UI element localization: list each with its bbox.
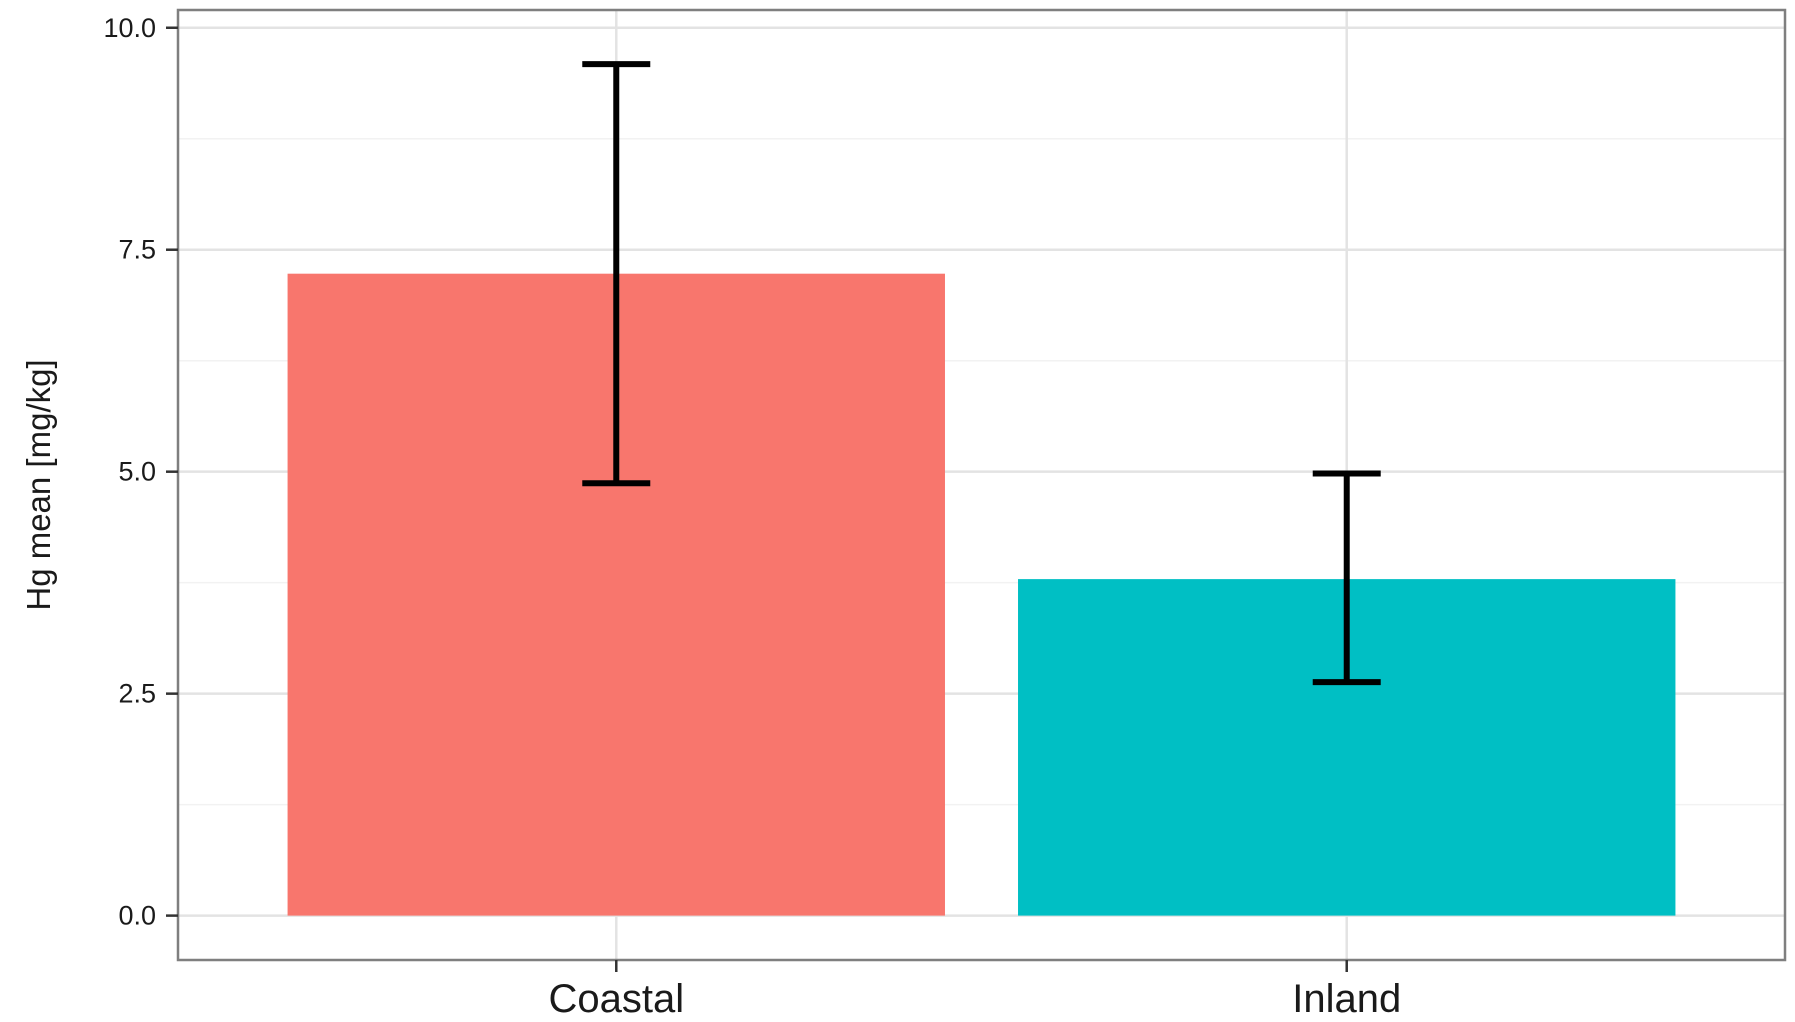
- y-tick-label: 7.5: [118, 235, 156, 265]
- x-tick-label: Coastal: [548, 977, 684, 1021]
- error-bar-inland: [1312, 470, 1381, 686]
- x-tick-label: Inland: [1292, 977, 1401, 1021]
- y-tick-label: 10.0: [103, 13, 156, 43]
- y-axis-title: Hg mean [mg/kg]: [20, 359, 57, 610]
- y-tick-label: 5.0: [118, 457, 156, 487]
- x-axis: Coastal Inland: [548, 960, 1401, 1021]
- y-axis: 0.0 2.5 5.0 7.5 10.0: [103, 13, 178, 931]
- plot-border: [176, 8, 1787, 962]
- error-bars: [582, 61, 1381, 686]
- y-tick-label: 2.5: [118, 679, 156, 709]
- y-tick-label: 0.0: [118, 901, 156, 931]
- error-bar-coastal: [582, 61, 651, 487]
